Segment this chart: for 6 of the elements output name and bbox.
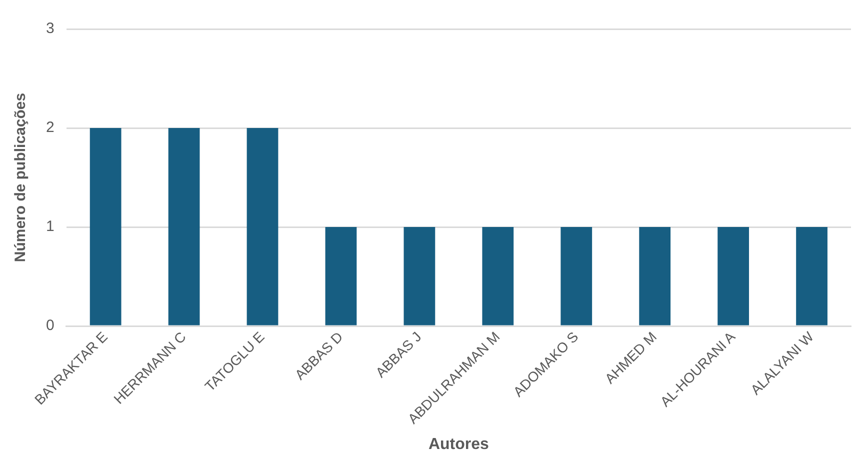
y-tick-label: 2 (46, 119, 54, 136)
y-tick-label: 1 (46, 218, 54, 236)
y-axis-title: Número de publicações (12, 92, 30, 262)
x-axis-title: Autores (428, 436, 489, 453)
y-tick-label: 3 (46, 20, 54, 38)
y-tick-label: 0 (46, 317, 54, 334)
